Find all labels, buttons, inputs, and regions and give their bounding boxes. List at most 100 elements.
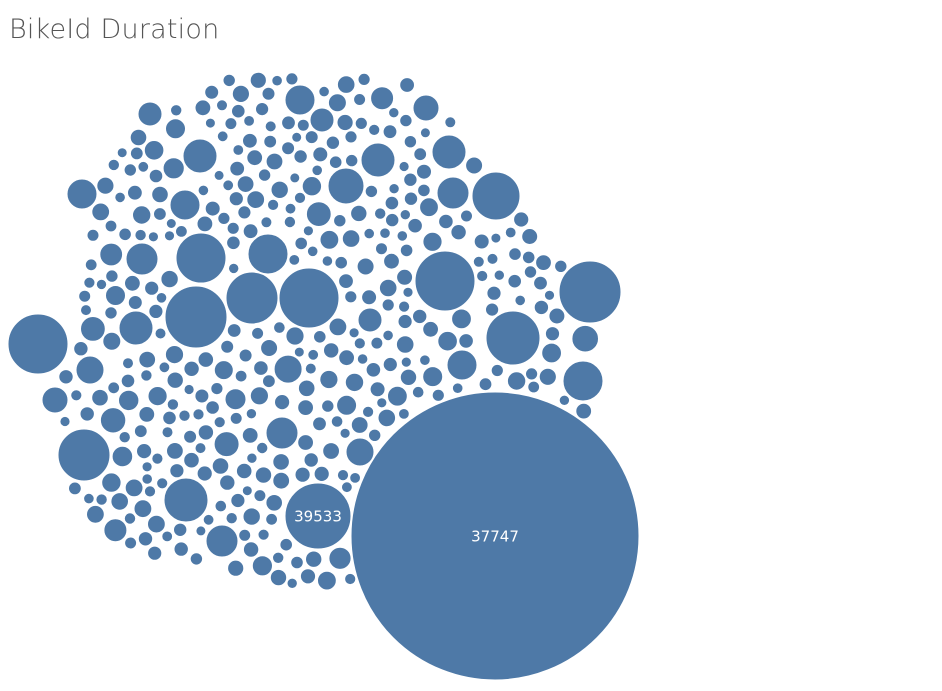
bubble[interactable] <box>336 113 354 132</box>
bubble[interactable] <box>213 431 240 458</box>
bubble[interactable] <box>485 302 500 317</box>
bubble[interactable] <box>313 465 330 482</box>
bubble[interactable] <box>133 424 148 439</box>
bubble[interactable] <box>387 385 408 407</box>
bubble[interactable] <box>285 326 305 346</box>
bubble[interactable] <box>395 335 415 354</box>
bubble[interactable] <box>105 269 119 283</box>
bubble[interactable] <box>535 254 552 272</box>
bubble[interactable] <box>412 94 440 122</box>
bubble[interactable] <box>134 228 147 242</box>
bubble[interactable] <box>129 128 148 147</box>
bubble[interactable] <box>293 149 308 164</box>
bubble[interactable] <box>238 348 253 363</box>
bubble[interactable] <box>222 179 235 192</box>
bubble[interactable] <box>472 255 485 268</box>
bubble[interactable] <box>301 176 323 197</box>
bubble[interactable] <box>350 391 640 681</box>
bubble[interactable] <box>436 176 470 210</box>
bubble[interactable] <box>242 507 261 526</box>
bubble[interactable] <box>133 499 153 519</box>
bubble[interactable] <box>312 416 327 432</box>
bubble[interactable] <box>161 530 174 543</box>
bubble[interactable] <box>263 134 278 149</box>
bubble[interactable] <box>403 135 418 149</box>
bubble[interactable] <box>378 278 398 298</box>
bubble[interactable] <box>493 269 505 281</box>
bubble[interactable] <box>382 124 398 140</box>
bubble[interactable] <box>304 130 319 145</box>
bubble[interactable] <box>205 400 220 415</box>
bubble[interactable] <box>147 386 168 407</box>
bubble[interactable] <box>402 286 414 298</box>
bubble[interactable] <box>143 140 165 161</box>
bubble[interactable] <box>388 183 400 195</box>
bubble[interactable] <box>416 163 432 180</box>
bubble[interactable] <box>213 169 225 181</box>
bubble[interactable] <box>293 191 307 204</box>
bubble[interactable] <box>204 200 221 217</box>
bubble[interactable] <box>333 214 347 228</box>
bubble[interactable] <box>290 555 304 570</box>
bubble[interactable] <box>194 99 212 117</box>
bubble[interactable] <box>299 568 317 585</box>
bubble[interactable] <box>196 465 213 482</box>
bubble[interactable] <box>254 466 273 484</box>
bubble[interactable] <box>273 354 303 384</box>
bubble[interactable] <box>419 197 439 218</box>
bubble[interactable] <box>124 536 138 550</box>
bubble[interactable] <box>368 428 382 442</box>
bubble[interactable] <box>338 273 354 290</box>
bubble[interactable] <box>338 349 356 367</box>
bubble[interactable] <box>360 142 396 178</box>
bubble[interactable] <box>137 101 163 127</box>
bubble[interactable] <box>399 209 411 221</box>
bubble[interactable] <box>438 213 454 230</box>
bubble[interactable] <box>486 285 502 301</box>
bubble[interactable] <box>294 466 311 483</box>
bubble[interactable] <box>265 494 284 512</box>
bubble[interactable] <box>213 416 226 429</box>
bubble[interactable] <box>217 211 231 225</box>
bubble[interactable] <box>216 130 229 143</box>
bubble[interactable] <box>490 232 502 244</box>
bubble[interactable] <box>225 271 279 325</box>
bubble[interactable] <box>307 348 320 361</box>
bubble[interactable] <box>246 190 266 210</box>
bubble[interactable] <box>321 255 334 267</box>
bubble[interactable] <box>155 292 168 304</box>
bubble[interactable] <box>84 258 98 272</box>
bubble[interactable] <box>312 146 329 163</box>
bubble[interactable] <box>238 528 252 542</box>
bubble[interactable] <box>222 73 236 88</box>
bubble[interactable] <box>345 437 375 467</box>
bubble[interactable] <box>227 559 245 577</box>
bubble[interactable] <box>375 242 388 256</box>
bubble[interactable] <box>166 398 180 411</box>
bubble[interactable] <box>265 512 279 526</box>
bubble[interactable] <box>86 504 105 524</box>
bubble[interactable] <box>265 152 284 171</box>
bubble[interactable] <box>398 300 411 313</box>
bubble[interactable] <box>562 360 604 402</box>
bubble[interactable] <box>204 117 216 129</box>
bubble[interactable] <box>103 518 128 543</box>
bubble[interactable] <box>210 382 224 396</box>
bubble[interactable] <box>137 160 150 173</box>
bubble[interactable] <box>296 118 310 132</box>
bubble[interactable] <box>403 172 418 187</box>
bubble[interactable] <box>73 341 89 357</box>
bubble[interactable] <box>289 172 301 184</box>
bubble[interactable] <box>353 93 367 106</box>
bubble[interactable] <box>169 463 185 479</box>
bubble[interactable] <box>396 268 414 286</box>
bubble[interactable] <box>226 221 240 235</box>
bubble[interactable] <box>521 250 536 265</box>
bubble[interactable] <box>325 135 341 150</box>
bubble[interactable] <box>214 499 228 513</box>
bubble[interactable] <box>132 205 152 225</box>
bubble[interactable] <box>419 127 431 139</box>
bubble[interactable] <box>230 492 246 509</box>
bubble[interactable] <box>143 485 157 498</box>
bubble[interactable] <box>322 442 341 460</box>
